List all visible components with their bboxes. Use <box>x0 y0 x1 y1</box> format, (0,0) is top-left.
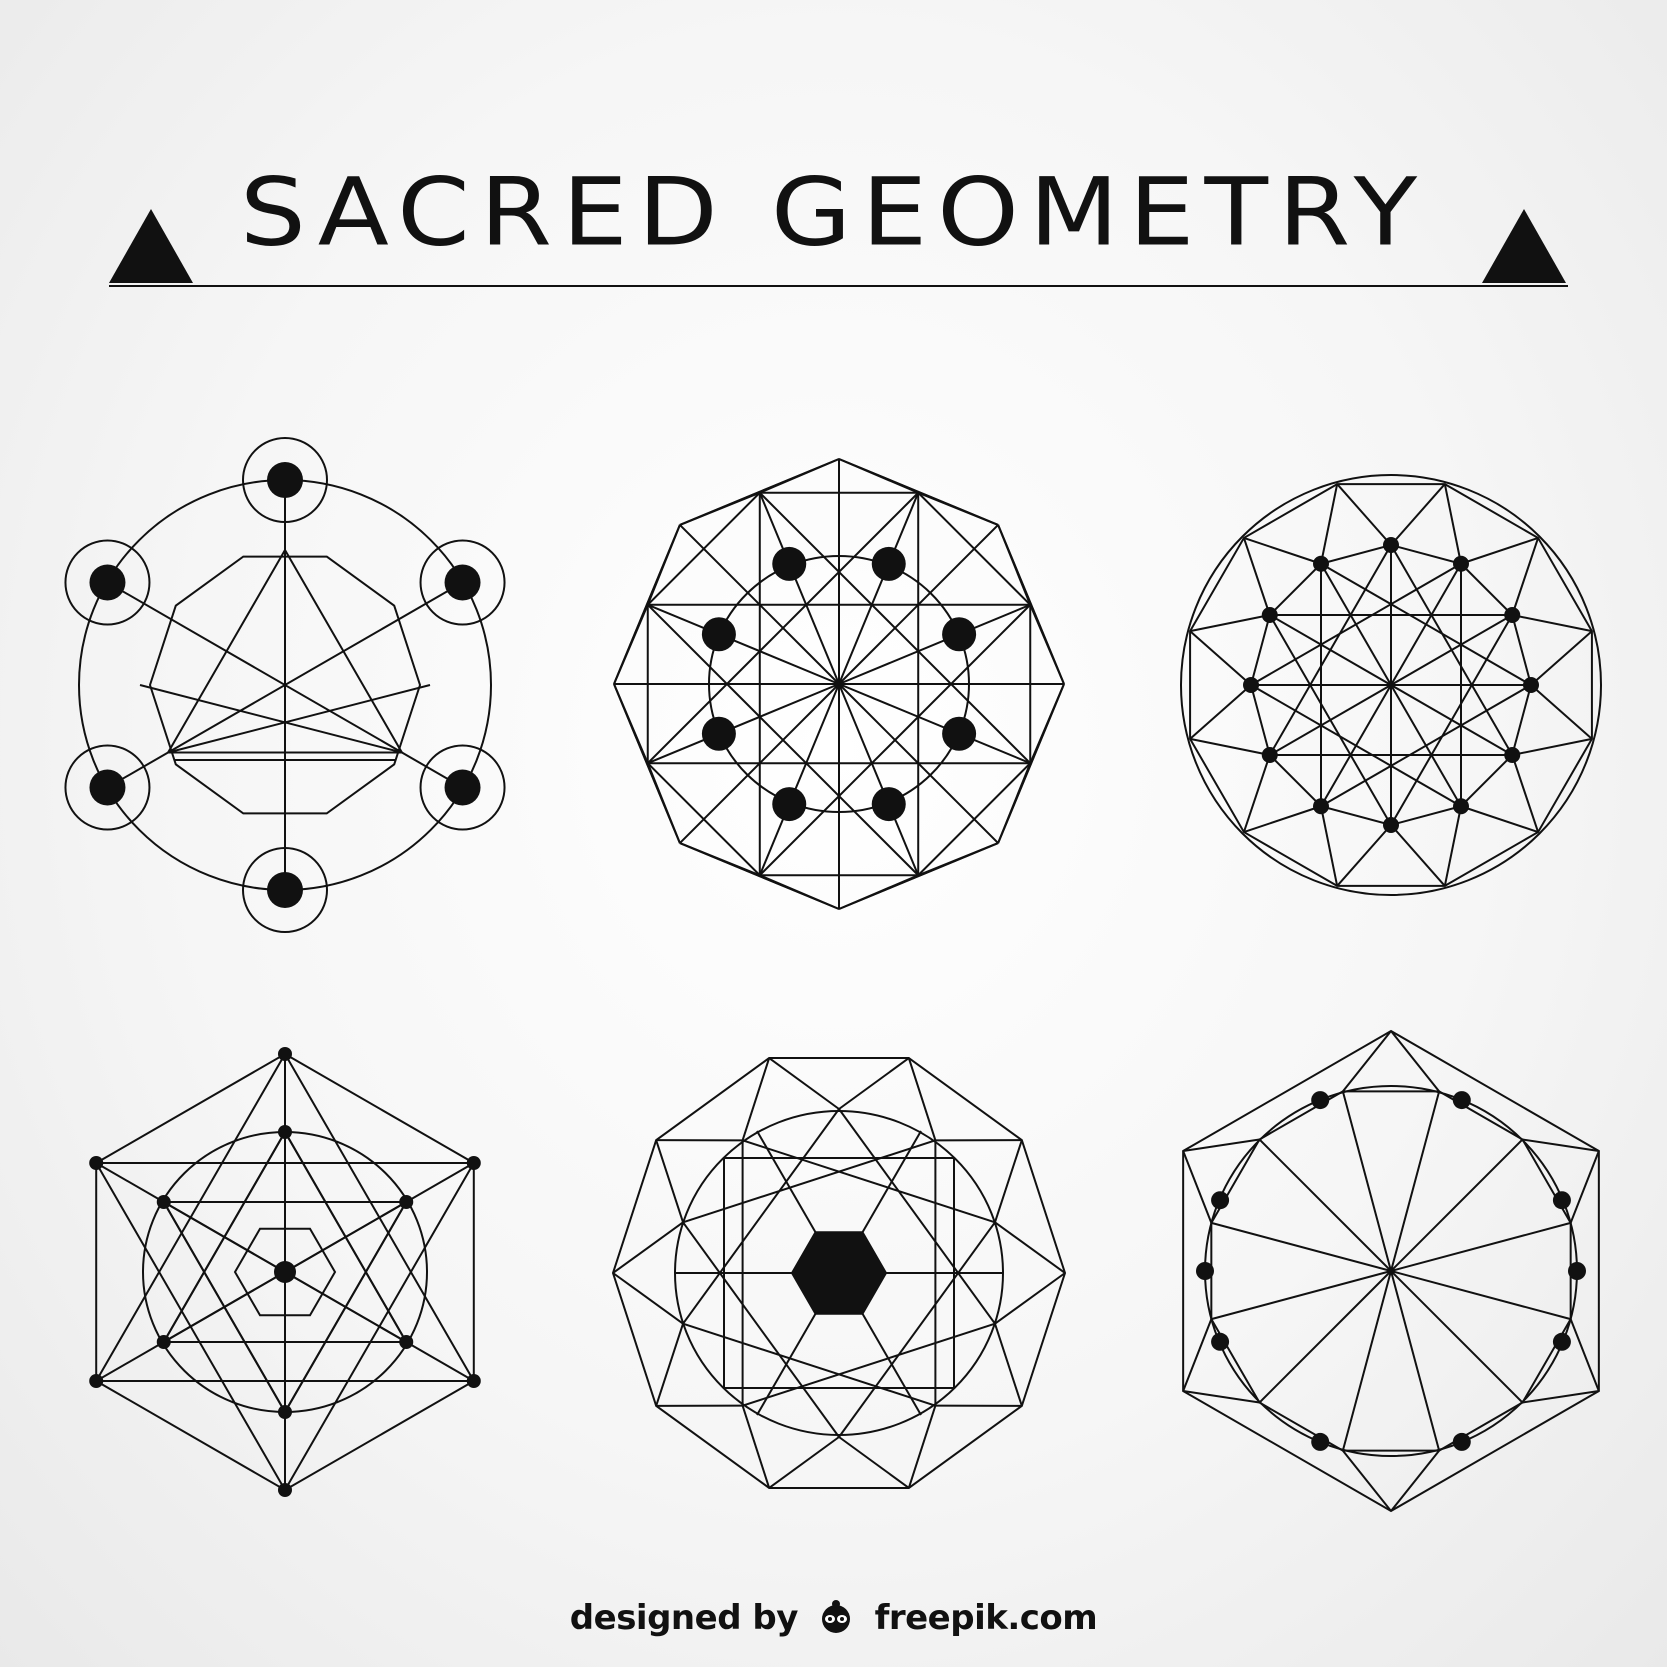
emblem-decagon-hexagon <box>611 1057 1067 1489</box>
title-underline <box>109 285 1568 287</box>
emblem-hexagram-cube <box>89 1047 481 1497</box>
emblem-hexagon-rays <box>1182 1029 1600 1513</box>
emblem-circle-lattice <box>1180 474 1602 896</box>
credit-brand: freepik.com <box>874 1598 1098 1638</box>
emblem-planets <box>64 437 506 933</box>
freepik-logo-icon <box>822 1600 851 1633</box>
page-title: SACRED GEOMETRY <box>239 157 1428 267</box>
triangle-icon <box>1482 209 1566 283</box>
triangle-icon <box>109 209 193 283</box>
emblem-octagon-star <box>613 458 1065 910</box>
credit-prefix: designed by <box>569 1598 799 1638</box>
credit-line: designed by freepik.com <box>0 1598 1667 1638</box>
